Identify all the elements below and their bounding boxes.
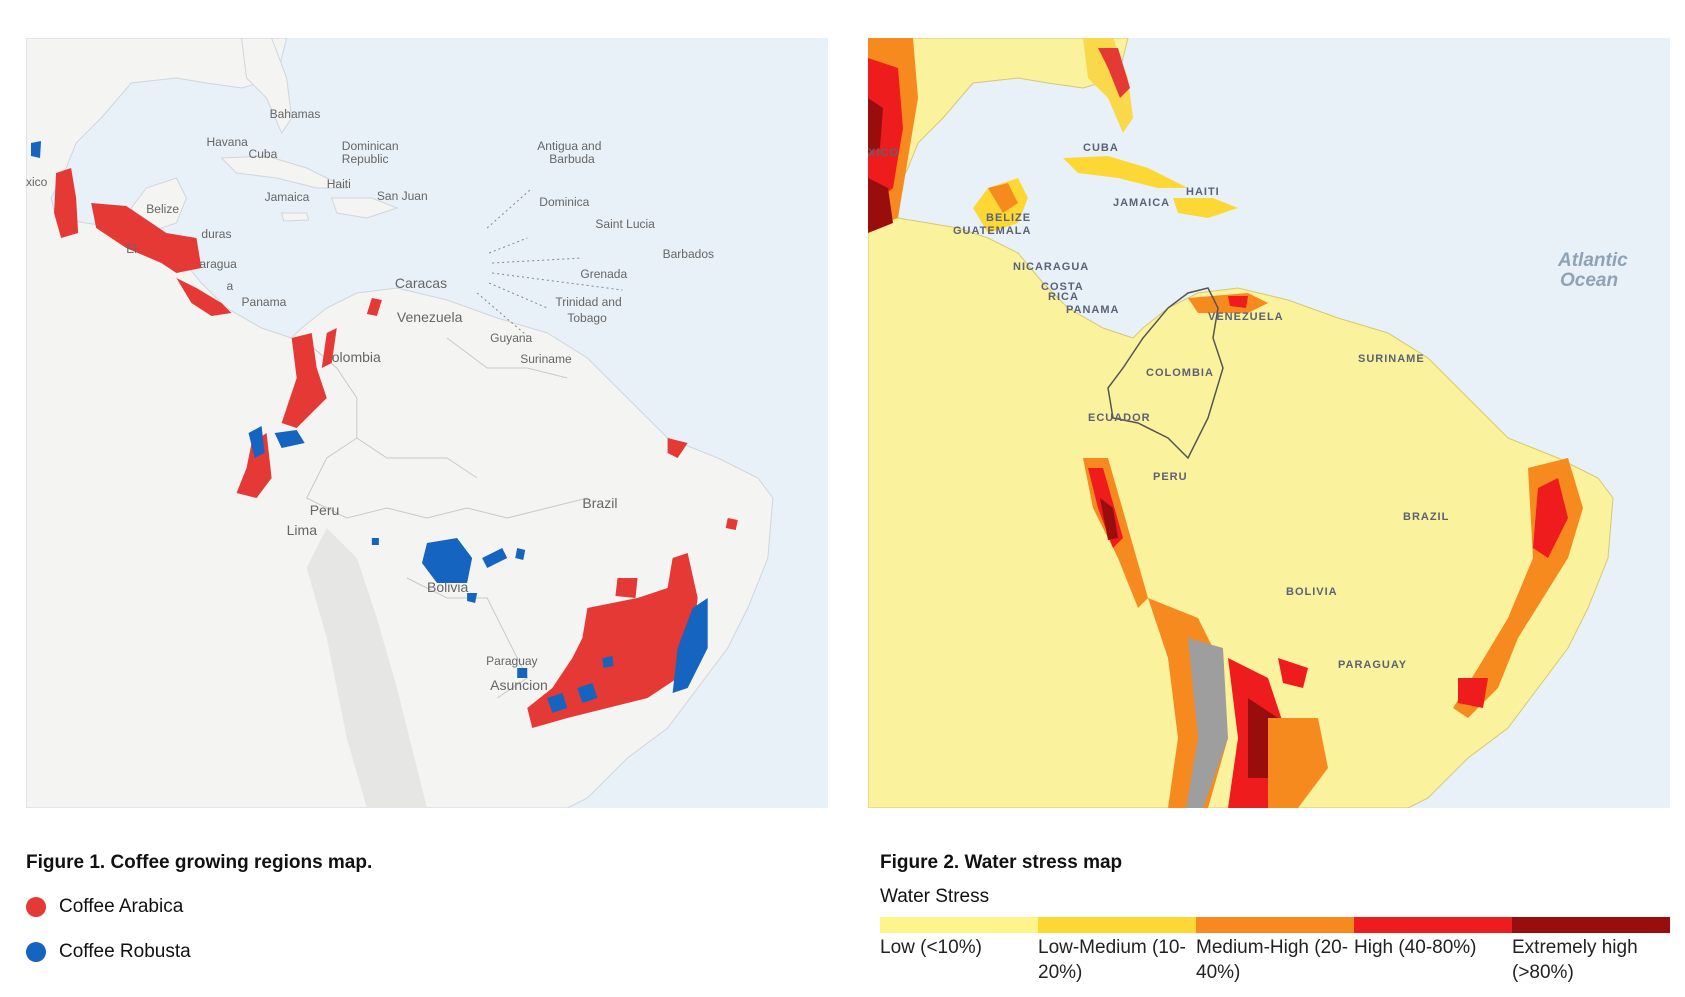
map-label-ecuador-2: ECUADOR	[1088, 412, 1151, 424]
water-stress-color-scale	[880, 917, 1670, 933]
legend-label-arabica: Coffee Arabica	[59, 896, 184, 917]
map-label-suriname: Suriname	[520, 352, 572, 366]
map-label-antigua: Antigua and	[537, 139, 601, 153]
figure1-caption: Figure 1. Coffee growing regions map.	[26, 852, 373, 873]
map-label-belize-2: BELIZE	[986, 212, 1031, 224]
map-label-colombia: olombia	[332, 349, 381, 365]
map-label-cuba-2: CUBA	[1083, 142, 1119, 154]
map-label-bahamas: Bahamas	[270, 107, 321, 121]
map-label-republic: Republic	[342, 152, 389, 166]
map-label-asuncion: Asuncion	[490, 677, 548, 693]
scale-segment-extremely-high	[1512, 917, 1670, 933]
map-label-paraguay-2: PARAGUAY	[1338, 659, 1407, 671]
map-label-bolivia-2: BOLIVIA	[1286, 586, 1338, 598]
map-label-suriname-2: SURINAME	[1358, 353, 1425, 365]
map-label-nicaragua: aragua	[199, 257, 237, 271]
scale-label-extremely-high: Extremely high (>80%)	[1512, 937, 1638, 983]
figure2-caption: Figure 2. Water stress map	[880, 852, 1123, 873]
scale-label-medium-high: Medium-High (20-40%)	[1196, 937, 1349, 983]
map-label-bolivia: Bolivia	[427, 579, 469, 595]
coffee-regions-map: Bahamas Havana Cuba Dominican Republic x…	[26, 38, 828, 808]
map-label-jamaica-2: JAMAICA	[1113, 197, 1170, 209]
scale-segment-low	[880, 917, 1038, 933]
map-label-peru-2: PERU	[1153, 471, 1188, 483]
map-label-costa-rica: a	[227, 279, 234, 293]
map-label-barbuda: Barbuda	[549, 152, 595, 166]
map-label-honduras: duras	[201, 227, 231, 241]
scale-segment-high	[1354, 917, 1512, 933]
map-label-saint-lucia: Saint Lucia	[595, 217, 655, 231]
map-label-venezuela: Venezuela	[397, 309, 463, 325]
map-label-mexico-2: XICO	[868, 147, 899, 159]
map-label-tobago: Tobago	[567, 311, 607, 325]
map-label-mexico: xico	[26, 175, 48, 189]
scale-segment-low-medium	[1038, 917, 1196, 933]
map-label-rica-2: RICA	[1048, 291, 1079, 303]
legend-label-robusta: Coffee Robusta	[59, 941, 191, 962]
scale-label-high: High (40-80%)	[1354, 937, 1477, 958]
water-stress-map: Atlantic Ocean XICO CUBA HAITI JAMAICA B…	[868, 38, 1670, 808]
map-label-caracas: Caracas	[395, 275, 447, 291]
scale-label-low-medium: Low-Medium (10-20%)	[1038, 937, 1186, 983]
map-label-nicaragua-2: NICARAGUA	[1013, 261, 1089, 273]
map-label-trinidad: Trinidad and	[555, 295, 621, 309]
water-stress-scale-labels: Low (<10%) Low-Medium (10-20%) Medium-Hi…	[880, 935, 1670, 985]
map-label-atlantic: Atlantic	[1557, 250, 1628, 271]
map-label-grenada: Grenada	[580, 267, 627, 281]
map-label-belize: Belize	[146, 202, 179, 216]
map-label-colombia-2: COLOMBIA	[1146, 367, 1214, 379]
map-label-paraguay: Paraguay	[486, 654, 537, 668]
map-label-el: El	[126, 242, 137, 256]
map-label-haiti-2: HAITI	[1186, 186, 1220, 198]
map-label-guatemala-2: GUATEMALA	[953, 225, 1031, 237]
map-label-peru: Peru	[310, 502, 340, 518]
legend-item-arabica: Coffee Arabica	[26, 896, 183, 918]
legend-item-robusta: Coffee Robusta	[26, 941, 191, 963]
map-label-cuba: Cuba	[249, 147, 278, 161]
map-label-lima: Lima	[287, 522, 318, 538]
map-label-costa-2: COSTA	[1041, 281, 1084, 293]
map-label-dominican: Dominican	[342, 139, 399, 153]
map-label-san-juan: San Juan	[377, 189, 428, 203]
map-label-panama: Panama	[242, 295, 287, 309]
map-label-dominica: Dominica	[539, 195, 589, 209]
arabica-color-dot	[26, 897, 46, 917]
map-label-havana: Havana	[206, 135, 248, 149]
map-label-ocean: Ocean	[1560, 270, 1618, 291]
map-label-barbados: Barbados	[663, 247, 714, 261]
map-label-brazil-2: BRAZIL	[1403, 511, 1449, 523]
map-label-brazil: Brazil	[582, 495, 617, 511]
scale-label-low: Low (<10%)	[880, 937, 982, 958]
map-label-jamaica: Jamaica	[265, 190, 310, 204]
water-stress-legend-title: Water Stress	[880, 886, 990, 907]
map-label-panama-2: PANAMA	[1066, 304, 1119, 316]
scale-segment-medium-high	[1196, 917, 1354, 933]
map-label-venezuela-2: VENEZUELA	[1208, 311, 1284, 323]
map-label-guyana: Guyana	[490, 331, 532, 345]
map-label-haiti: Haiti	[327, 177, 351, 191]
robusta-color-dot	[26, 942, 46, 962]
